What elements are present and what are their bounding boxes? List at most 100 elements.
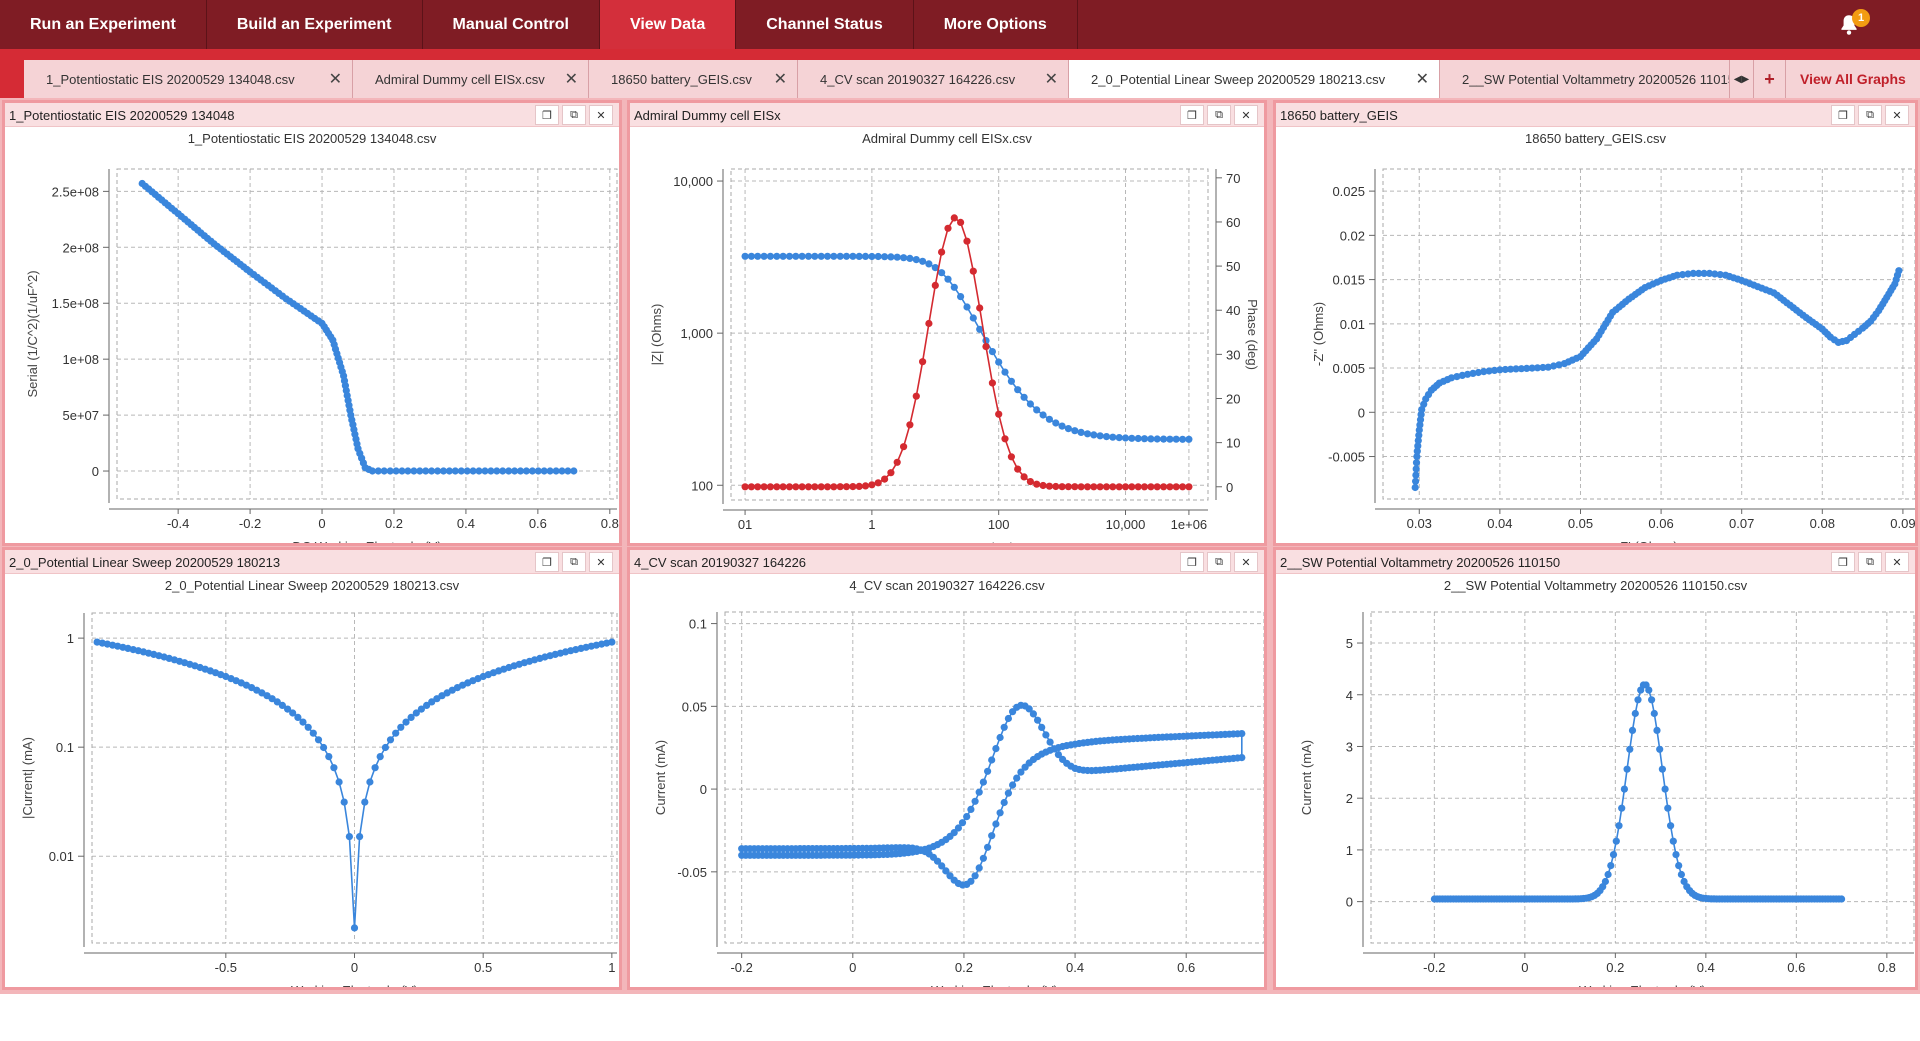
plot-frame [1382,168,1915,500]
close-icon[interactable]: ✕ [589,552,613,572]
data-point [811,483,819,491]
data-point [299,718,307,726]
popout-icon[interactable]: ⧉ [1858,105,1882,125]
data-point [397,723,405,731]
popout-icon[interactable]: ⧉ [562,552,586,572]
data-point [1677,870,1685,879]
data-point [1014,386,1022,394]
scroll-left-icon[interactable]: ◀▶ [1730,60,1754,98]
data-point [1413,447,1421,455]
data-point [760,483,768,491]
close-icon[interactable]: ✕ [773,71,787,88]
data-point [830,252,838,260]
restore-icon[interactable]: ❐ [1180,552,1204,572]
popout-icon[interactable]: ⧉ [1858,552,1882,572]
close-icon[interactable]: ✕ [1415,71,1429,88]
close-icon[interactable]: ✕ [564,71,578,88]
y2-tick-label: 10 [1226,436,1240,451]
restore-icon[interactable]: ❐ [535,105,559,125]
view-all-graphs-button[interactable]: View All Graphs [1786,60,1920,98]
data-point [779,483,787,491]
chart-svg[interactable]: 2__SW Potential Voltammetry 20200526 110… [1276,574,1915,987]
data-point [988,832,996,840]
file-tab[interactable]: 2__SW Potential Voltammetry 20200526 110… [1440,60,1730,98]
x-tick-label: 0 [849,960,856,975]
data-point [842,483,851,491]
series-line [745,216,1189,488]
restore-icon[interactable]: ❐ [1831,552,1855,572]
data-point [1102,433,1111,441]
data-point [1185,483,1193,491]
chart-title: 1_Potentiostatic EIS 20200529 134048.csv [188,131,437,146]
data-point [1001,368,1009,376]
y-tick-label: 10,000 [673,174,713,189]
nav-manual-control[interactable]: Manual Control [423,0,600,49]
data-point [942,867,950,875]
popout-icon[interactable]: ⧉ [562,105,586,125]
close-icon[interactable]: ✕ [589,105,613,125]
close-icon[interactable]: ✕ [1044,71,1058,88]
y-tick-label: 0.1 [689,617,707,632]
x-axis-label: Working Electrode (V) [1579,983,1706,987]
close-icon[interactable]: ✕ [1885,105,1909,125]
nav-build-experiment[interactable]: Build an Experiment [207,0,423,49]
y-axis-label: Current (mA) [1299,740,1314,815]
data-point [996,809,1004,817]
nav-more-options[interactable]: More Options [914,0,1078,49]
plot-frame [730,168,1209,501]
data-point [874,479,882,487]
x-axis-label: Working Electrode (V) [931,983,1058,987]
data-point [1650,709,1658,718]
close-icon[interactable]: ✕ [1234,552,1258,572]
close-icon[interactable]: ✕ [1234,105,1258,125]
file-tab[interactable]: 18650 battery_GEIS.csv ✕ [589,60,798,98]
panel-title: 2__SW Potential Voltammetry 20200526 110… [1280,555,1561,570]
data-point [963,237,971,245]
restore-icon[interactable]: ❐ [1831,105,1855,125]
file-tab-active[interactable]: 2_0_Potential Linear Sweep 20200529 1802… [1069,60,1440,98]
close-icon[interactable]: ✕ [328,71,342,88]
file-tab[interactable]: Admiral Dummy cell EISx.csv ✕ [353,60,589,98]
nav-run-experiment[interactable]: Run an Experiment [0,0,207,49]
data-point [1054,751,1062,759]
add-tab-button[interactable]: + [1754,60,1786,98]
data-point [1102,483,1111,491]
restore-icon[interactable]: ❐ [535,552,559,572]
popout-icon[interactable]: ⧉ [1207,552,1231,572]
data-point [849,252,857,260]
nav-channel-status[interactable]: Channel Status [736,0,914,49]
data-point [741,252,749,260]
data-point [1000,723,1008,731]
file-tab-bar: 1_Potentiostatic EIS 20200529 134048.csv… [0,49,1920,98]
x-tick-label: 0.07 [1729,516,1754,531]
file-tab[interactable]: 1_Potentiostatic EIS 20200529 134048.csv… [24,60,353,98]
data-point [335,778,343,786]
data-point [381,743,389,752]
chart-svg[interactable]: 18650 battery_GEIS.csv 0.03 0.04 0.05 0.06 0.… [1276,127,1915,543]
chart-svg[interactable]: 1_Potentiostatic EIS 20200529 134048.csv… [5,127,619,543]
data-point [511,467,519,475]
data-point [1000,798,1008,807]
chart-svg[interactable]: 2_0_Potential Linear Sweep 20200529 1802… [5,574,619,987]
data-point [1179,435,1187,443]
file-tab[interactable]: 4_CV scan 20190327 164226.csv ✕ [798,60,1069,98]
x-tick-label: -0.4 [167,516,189,531]
nav-view-data[interactable]: View Data [599,0,737,49]
y-tick-label: 0.1 [56,740,74,755]
data-point [1179,483,1187,491]
panel-title: 2_0_Potential Linear Sweep 20200529 1802… [9,555,281,570]
close-icon[interactable]: ✕ [1885,552,1909,572]
restore-icon[interactable]: ❐ [1180,105,1204,125]
popout-icon[interactable]: ⧉ [1207,105,1231,125]
data-point [1414,442,1422,450]
data-point [1412,477,1420,485]
chart-svg[interactable]: 4_CV scan 20190327 164226.csv -0.2 0 0.2 0.4… [630,574,1264,987]
data-point [1153,435,1161,443]
data-point [1064,483,1072,491]
y-tick-label: 5 [1346,636,1353,651]
data-point [451,467,459,475]
data-point [1496,366,1504,374]
data-point [747,483,755,491]
y-tick-label: 4 [1346,688,1353,703]
